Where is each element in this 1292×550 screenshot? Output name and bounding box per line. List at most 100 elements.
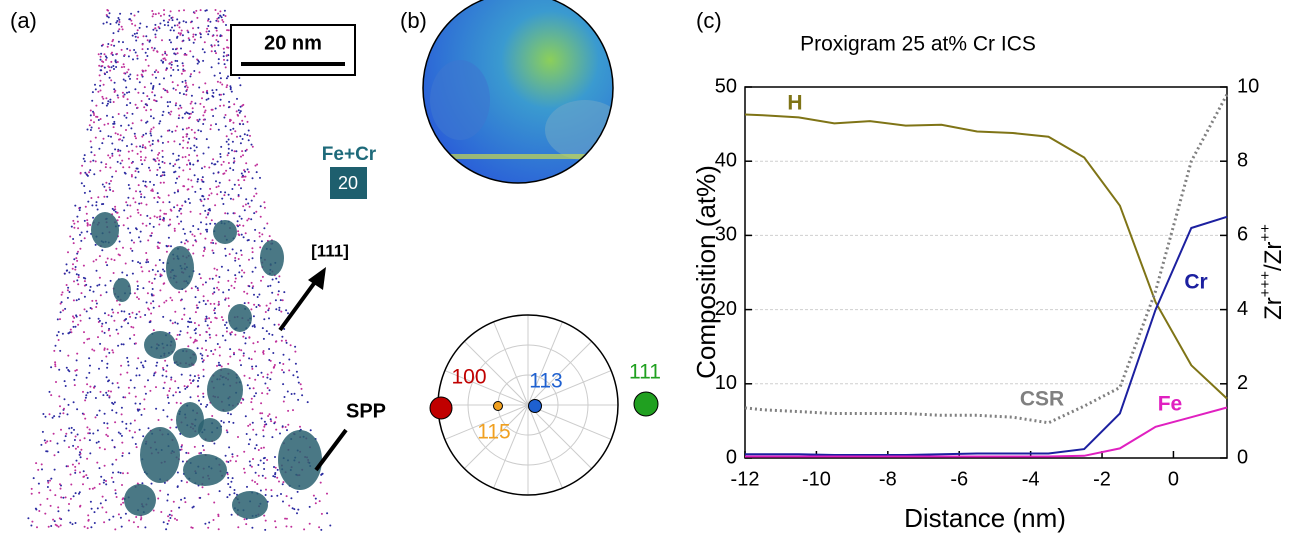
atom	[278, 480, 280, 483]
atom	[52, 518, 55, 521]
atom	[260, 417, 263, 420]
atom	[86, 338, 89, 341]
atom	[158, 215, 161, 218]
atom	[118, 240, 121, 243]
atom	[235, 460, 237, 463]
atom	[257, 464, 260, 466]
atom	[180, 448, 183, 451]
atom	[256, 341, 259, 343]
atom	[217, 528, 220, 531]
atom	[158, 122, 161, 125]
atom	[142, 70, 145, 73]
atom	[222, 55, 225, 58]
atom	[145, 252, 148, 254]
atom	[231, 477, 234, 480]
atom	[146, 48, 149, 50]
precipitate	[113, 278, 131, 302]
atom	[69, 473, 72, 476]
atom	[98, 74, 101, 77]
atom	[161, 141, 164, 144]
atom	[195, 240, 198, 243]
atom	[74, 266, 77, 268]
atom	[120, 503, 123, 506]
atom	[127, 364, 130, 367]
atom	[207, 146, 210, 149]
atom	[96, 461, 99, 464]
atom	[92, 216, 95, 219]
atom	[200, 200, 203, 203]
atom	[231, 188, 234, 190]
atom	[95, 302, 98, 305]
atom	[117, 431, 120, 434]
atom	[178, 291, 181, 294]
atom	[285, 525, 288, 528]
atom	[116, 94, 119, 97]
atom	[306, 401, 309, 404]
atom	[169, 101, 172, 103]
atom	[120, 325, 123, 328]
atom	[106, 102, 109, 105]
atom	[237, 230, 240, 233]
panel-label: (c)	[696, 8, 722, 33]
atom	[194, 311, 197, 314]
atom	[119, 12, 122, 15]
atom	[97, 336, 99, 339]
atom	[123, 114, 126, 117]
atom	[233, 489, 236, 491]
map-spot	[433, 152, 441, 160]
atom	[250, 401, 253, 404]
atom	[89, 114, 92, 117]
atom	[177, 222, 180, 225]
atom	[158, 305, 161, 308]
atom	[228, 446, 231, 449]
atom	[109, 166, 112, 169]
atom	[158, 223, 161, 226]
atom	[107, 314, 110, 317]
atom	[170, 376, 173, 379]
atom	[203, 51, 206, 54]
atom	[159, 14, 162, 17]
atom	[103, 521, 106, 524]
atom	[40, 443, 43, 446]
atom	[170, 378, 173, 381]
atom	[145, 301, 148, 304]
stereo-spoke	[527, 404, 592, 469]
atom	[142, 366, 145, 369]
precipitate	[213, 220, 237, 244]
atom	[59, 405, 61, 408]
atom	[118, 254, 121, 257]
atom	[134, 24, 137, 27]
atom	[82, 470, 85, 473]
atom	[169, 10, 172, 13]
atom	[231, 140, 234, 143]
atom	[192, 41, 195, 44]
atom	[178, 9, 181, 12]
atom	[105, 483, 108, 486]
atom	[150, 115, 152, 118]
atom	[230, 284, 233, 287]
atom	[196, 180, 199, 183]
atom	[232, 127, 235, 130]
atom	[171, 130, 174, 133]
atom	[215, 186, 218, 189]
atom	[59, 483, 61, 486]
pole-label: 111	[629, 361, 661, 384]
atom	[140, 119, 143, 122]
atom	[253, 293, 255, 296]
atom	[208, 317, 211, 320]
atom	[150, 482, 153, 485]
atom	[232, 121, 235, 124]
atom	[187, 452, 190, 455]
atom	[50, 477, 53, 480]
atom	[182, 20, 185, 23]
atom	[61, 332, 64, 335]
atom	[226, 154, 229, 157]
atom	[129, 102, 132, 104]
atom	[217, 44, 220, 47]
atom	[79, 456, 82, 459]
atom	[250, 143, 253, 146]
atom	[138, 236, 140, 239]
atom	[182, 64, 185, 67]
atom	[91, 204, 94, 207]
atom	[202, 375, 205, 378]
